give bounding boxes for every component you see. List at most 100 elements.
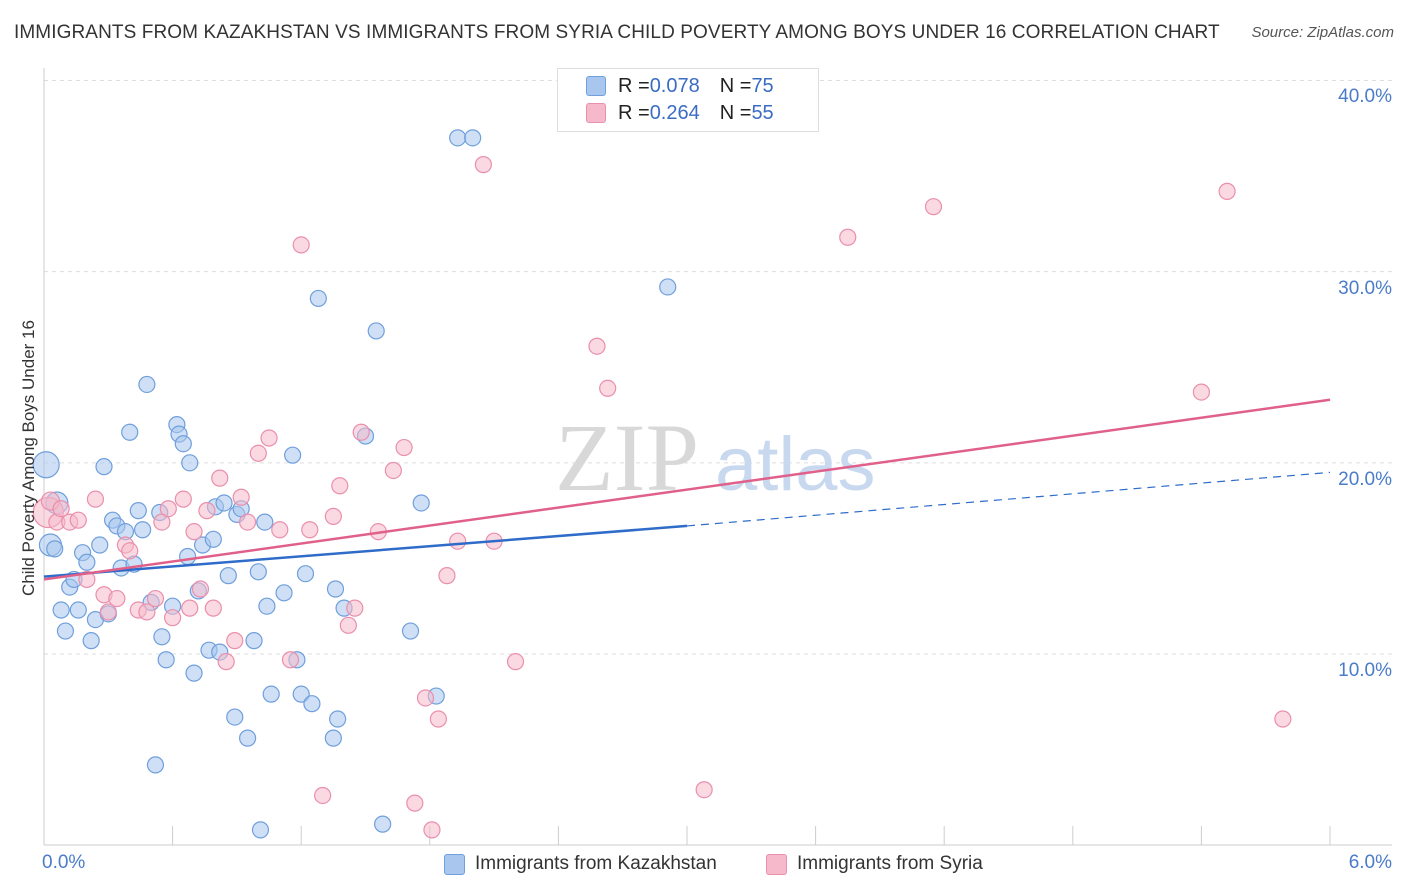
kazakhstan-point [245, 632, 263, 650]
kazakhstan-point [401, 622, 420, 640]
kazakhstan-point [56, 622, 75, 640]
kazakhstan-point [204, 530, 222, 548]
syria-point [204, 599, 222, 617]
legend-n-value: 75 [751, 74, 774, 97]
kazakhstan-point [367, 322, 385, 340]
kazakhstan-point [52, 601, 70, 619]
syria-point [352, 423, 370, 441]
syria-point [839, 228, 857, 246]
syria-point [121, 542, 139, 560]
kazakhstan-point [256, 513, 274, 531]
syria-point [198, 502, 216, 520]
x-tick-max: 6.0% [1348, 852, 1392, 873]
trend-lines [43, 398, 1331, 581]
syria-point [314, 786, 332, 805]
syria-point [69, 511, 87, 529]
bottom-legend-swatch-blue [444, 853, 465, 875]
syria-point [474, 156, 492, 174]
kazakhstan-point [309, 289, 327, 308]
syria-point [164, 609, 182, 627]
kazakhstan-point [174, 435, 192, 453]
syria-point [292, 236, 310, 254]
syria-point [185, 523, 203, 541]
syria-point [339, 616, 357, 634]
kazakhstan-point [449, 129, 467, 147]
syria-point [1274, 710, 1292, 728]
syria-point [99, 603, 117, 621]
syria-point [159, 500, 177, 518]
legend-r-label: R = [618, 101, 650, 124]
kazakhstan-point [374, 815, 392, 833]
kazakhstan-point [46, 540, 64, 558]
kazakhstan-point [157, 651, 175, 669]
kazakhstan-point [262, 685, 280, 703]
kazakhstan-point [181, 454, 199, 472]
syria-point [191, 580, 210, 598]
kazakhstan-point [146, 756, 165, 774]
legend-row-syria: R = 0.264 N = 55 [586, 100, 774, 126]
bottom-legend-label-pink: Immigrants from Syria [797, 853, 983, 874]
syria-point [226, 632, 244, 650]
legend-swatch-blue [586, 76, 606, 96]
legend-n-label: N = [719, 74, 752, 97]
syria-point [384, 461, 402, 480]
legend-n-value: 55 [751, 101, 774, 124]
kazakhstan-point [82, 632, 100, 650]
syria-point [138, 603, 156, 621]
kazakhstan-point [296, 565, 315, 583]
syria-point [1192, 383, 1211, 401]
watermark-zip: ZIP [555, 404, 699, 511]
kazakhstan-point [412, 494, 430, 512]
trend-line-kazakhstan [43, 524, 688, 578]
syria-point [506, 653, 525, 671]
watermark: ZIP atlas [555, 404, 876, 511]
syria-point [271, 521, 289, 539]
syria-point [438, 567, 456, 585]
kazakhstan-point [91, 536, 109, 554]
syria-point [146, 589, 165, 608]
kazakhstan-point [185, 664, 203, 682]
syria-point [52, 500, 70, 518]
syria-point [449, 532, 467, 550]
kazakhstan-point [464, 129, 482, 147]
syria-point [346, 599, 364, 617]
kazakhstan-point [133, 521, 152, 539]
kazakhstan-point [215, 494, 233, 512]
syria-point [1218, 182, 1236, 200]
kazakhstan-point [179, 547, 197, 566]
kazakhstan-point [329, 710, 347, 728]
kazakhstan-point [78, 553, 96, 571]
syria-point [301, 521, 319, 539]
chart-title: IMMIGRANTS FROM KAZAKHSTAN VS IMMIGRANTS… [14, 22, 1220, 43]
syria-point [324, 507, 342, 525]
kazakhstan-point [249, 563, 267, 581]
kazakhstan-point [138, 375, 156, 394]
trend-line-syria [43, 398, 1331, 581]
y-tick-40: 40.0% [1338, 86, 1392, 107]
kazakhstan-point [275, 584, 293, 602]
kazakhstan-point [324, 729, 342, 747]
correlation-legend: R = 0.078 N = 75 R = 0.264 N = 55 [557, 68, 819, 132]
source-label: Source: ZipAtlas.com [1251, 24, 1394, 41]
kazakhstan-point [153, 628, 171, 646]
trend-line-kazakhstan-extension [686, 471, 1331, 527]
kazakhstan-point [95, 458, 113, 476]
syria-point [181, 599, 199, 617]
kazakhstan-point [284, 446, 302, 464]
kazakhstan-point [32, 451, 60, 479]
syria-point [429, 710, 447, 728]
syria-point [924, 198, 943, 216]
grid-lines [44, 80, 1392, 655]
syria-point [395, 438, 413, 457]
syria-point [695, 781, 713, 799]
syria-point [86, 490, 105, 508]
syria-point [260, 429, 278, 447]
bottom-legend-swatch-pink [766, 853, 787, 875]
kazakhstan-point [219, 567, 237, 585]
bottom-legend-syria: Immigrants from Syria [766, 851, 983, 877]
kazakhstan-point [326, 580, 345, 598]
syria-point [217, 653, 235, 671]
syria-point [416, 689, 435, 707]
syria-point [406, 794, 424, 812]
kazakhstan-point [659, 278, 677, 296]
